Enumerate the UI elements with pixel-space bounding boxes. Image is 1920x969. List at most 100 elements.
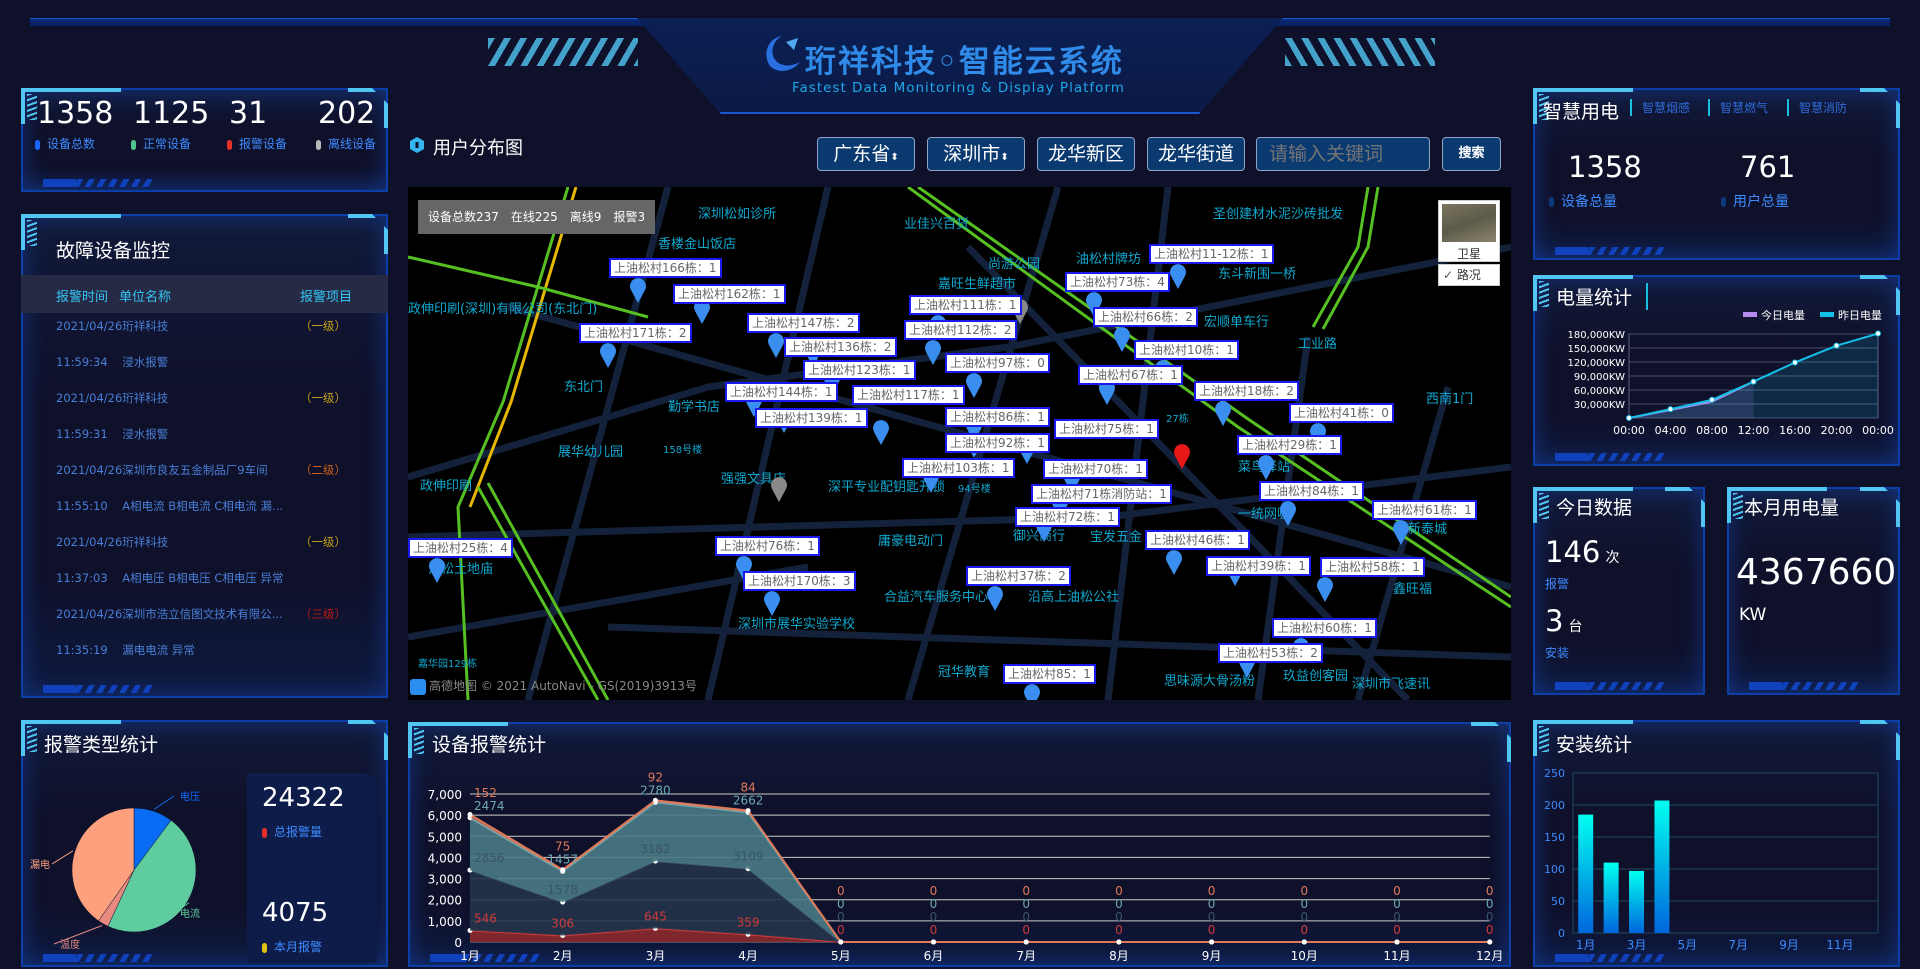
map-pin-icon[interactable]	[693, 297, 711, 325]
tab-smart-power[interactable]: 智慧用电	[1543, 101, 1620, 123]
map-marker-label[interactable]: 上油松村60栋：1	[1272, 618, 1377, 638]
satellite-layer-button[interactable]: 卫星	[1438, 200, 1500, 262]
map-marker-label[interactable]: 上油松村84栋：1	[1259, 481, 1364, 501]
city-select[interactable]: 深圳市⬍	[927, 137, 1025, 171]
data-label: 0	[930, 910, 938, 924]
map-marker-label[interactable]: 上油松村123栋：1	[803, 360, 916, 380]
x-tick-label: 3月	[1627, 938, 1647, 952]
district-select[interactable]: 龙华新区	[1037, 137, 1135, 171]
map-poi-label: 展华幼儿园	[558, 445, 624, 460]
fault-row-unit[interactable]: 2021/04/26珩祥科技	[56, 391, 169, 405]
map-marker-label[interactable]: 上油松村85：1	[1003, 664, 1096, 684]
map-pin-icon[interactable]	[1085, 290, 1103, 318]
map-pin-icon[interactable]	[770, 475, 788, 503]
map-marker-label[interactable]: 上油松村97栋：0	[945, 353, 1050, 373]
map-marker-label[interactable]: 上油松村86栋：1	[945, 407, 1050, 427]
map-marker-label[interactable]: 上油松村61栋：1	[1372, 500, 1477, 520]
map-pin-icon[interactable]	[986, 584, 1004, 612]
fault-row-detail[interactable]: 11:59:31 浸水报警	[56, 427, 169, 441]
map-pin-icon[interactable]	[1316, 575, 1334, 603]
map-marker-label[interactable]: 上油松村136栋：2	[784, 337, 897, 357]
map-marker-label[interactable]: 上油松村37栋：2	[966, 566, 1071, 586]
data-point	[1116, 939, 1122, 945]
map-marker-label[interactable]: 上油松村111栋：1	[909, 295, 1022, 315]
map-pin-icon[interactable]	[1214, 399, 1232, 427]
map-pin-icon[interactable]	[735, 554, 753, 582]
map-pin-icon[interactable]	[599, 341, 617, 369]
map-marker-label[interactable]: 上油松村139栋：1	[755, 408, 868, 428]
map-marker-label[interactable]: 上油松村147栋：2	[747, 313, 860, 333]
map-pin-icon[interactable]	[763, 589, 781, 617]
map-marker-label[interactable]: 上油松村92栋：1	[945, 433, 1050, 453]
pie-slice	[107, 819, 197, 933]
map-pin-icon[interactable]	[428, 556, 446, 584]
traffic-layer-toggle[interactable]: ✓ 路况	[1438, 264, 1500, 286]
map-pin-icon[interactable]	[1257, 453, 1275, 481]
map-marker-label[interactable]: 上油松村170栋：3	[743, 571, 856, 591]
search-button[interactable]: 搜索	[1442, 137, 1501, 171]
tab-smart-gas[interactable]: 智慧燃气	[1708, 99, 1768, 116]
map-marker-label[interactable]: 上油松村171栋：2	[579, 323, 692, 343]
map-marker-label[interactable]: 上油松村25栋：4	[408, 538, 513, 558]
map-marker-label[interactable]: 上油松村75栋：1	[1054, 419, 1159, 439]
map-pin-icon[interactable]	[1392, 518, 1410, 546]
data-label: 0	[1208, 884, 1216, 898]
map-marker-label[interactable]: 上油松村112栋：2	[904, 320, 1017, 340]
fault-row-unit[interactable]: 2021/04/26深圳市良友五金制品厂9车间	[56, 463, 268, 477]
map-marker-label[interactable]: 上油松村10栋：1	[1134, 340, 1239, 360]
fault-row-detail[interactable]: 11:37:03 A相电压 B相电压 C相电压 异常	[56, 571, 284, 585]
map-pin-icon[interactable]	[629, 276, 647, 304]
map-pin-icon[interactable]	[1113, 325, 1131, 353]
map-marker-label[interactable]: 上油松村70栋：1	[1043, 459, 1148, 479]
map-marker-label[interactable]: 上油松村67栋：1	[1078, 365, 1183, 385]
map-marker-label[interactable]: 上油松村103栋：1	[902, 458, 1015, 478]
map-marker-label[interactable]: 上油松村39栋：1	[1206, 556, 1311, 576]
data-label: 0	[1208, 923, 1216, 937]
map-pin-icon[interactable]	[872, 418, 890, 446]
map-marker-label[interactable]: 上油松村71栋消防站：1	[1031, 484, 1172, 504]
map-poi-label: 27栋	[1166, 414, 1189, 425]
map-marker-label[interactable]: 上油松村41栋：0	[1289, 403, 1394, 423]
map-marker-label[interactable]: 上油松村76栋：1	[715, 536, 820, 556]
tab-smart-smoke[interactable]: 智慧烟感	[1630, 99, 1690, 116]
fault-row-unit[interactable]: 2021/04/26深圳市浩立信图文技术有限公...	[56, 607, 283, 621]
fault-row-unit[interactable]: 2021/04/26珩祥科技	[56, 535, 169, 549]
map-pin-icon[interactable]	[1279, 499, 1297, 527]
province-select[interactable]: 广东省⬍	[817, 137, 915, 171]
data-label: 152	[474, 786, 497, 800]
street-select[interactable]: 龙华街道	[1147, 137, 1245, 171]
map-pin-icon[interactable]	[1169, 262, 1187, 290]
map-marker-label[interactable]: 上油松村46栋：1	[1145, 530, 1250, 550]
fault-row-detail[interactable]: 11:55:10 A相电流 B相电流 C相电流 漏...	[56, 499, 283, 513]
map-pin-icon[interactable]	[1173, 442, 1191, 470]
tab-smart-fire[interactable]: 智慧消防	[1787, 99, 1847, 116]
stat-label: 正常设备	[131, 135, 191, 152]
map-marker-label[interactable]: 上油松村29栋：1	[1237, 435, 1342, 455]
x-tick-label: 9月	[1779, 938, 1799, 952]
fault-row-detail[interactable]: 11:59:34 浸水报警	[56, 355, 169, 369]
map-marker-label[interactable]: 上油松村117栋：1	[852, 385, 965, 405]
fault-row-unit[interactable]: 2021/04/26珩祥科技	[56, 319, 169, 333]
map-pin-icon[interactable]	[767, 331, 785, 359]
fault-row-detail[interactable]: 11:35:19 漏电电流 异常	[56, 643, 195, 657]
map-marker-label[interactable]: 上油松村72栋：1	[1015, 507, 1120, 527]
status-dot-icon	[35, 139, 40, 150]
map-pin-icon[interactable]	[1165, 548, 1183, 576]
keyword-search-input[interactable]	[1256, 137, 1430, 171]
map-pin-icon[interactable]	[1098, 378, 1116, 406]
user-distribution-map[interactable]: 深圳松如诊所 业佳兴百货 香楼金山饭店 嘉旺生鲜超市 尚游公园 油松村牌坊 宏顺单车行 东斗新…	[408, 187, 1511, 700]
map-pin-icon[interactable]	[924, 338, 942, 366]
map-marker-label[interactable]: 上油松村53栋：2	[1218, 643, 1323, 663]
today-install-label: 安装	[1545, 646, 1570, 660]
map-marker-label[interactable]: 上油松村18栋：2	[1194, 381, 1299, 401]
map-marker-label[interactable]: 上油松村11-12栋：1	[1149, 244, 1274, 264]
map-pin-icon[interactable]	[1023, 682, 1041, 700]
map-marker-label[interactable]: 上油松村66栋：2	[1093, 307, 1198, 327]
bar	[1629, 870, 1645, 933]
map-marker-label[interactable]: 上油松村73栋：4	[1065, 272, 1170, 292]
map-marker-label[interactable]: 上油松村166栋：1	[609, 258, 722, 278]
map-pin-icon[interactable]	[965, 371, 983, 399]
map-marker-label[interactable]: 上油松村144栋：1	[725, 382, 838, 402]
map-marker-label[interactable]: 上油松村58栋：1	[1320, 557, 1425, 577]
map-marker-label[interactable]: 上油松村162栋：1	[673, 284, 786, 304]
